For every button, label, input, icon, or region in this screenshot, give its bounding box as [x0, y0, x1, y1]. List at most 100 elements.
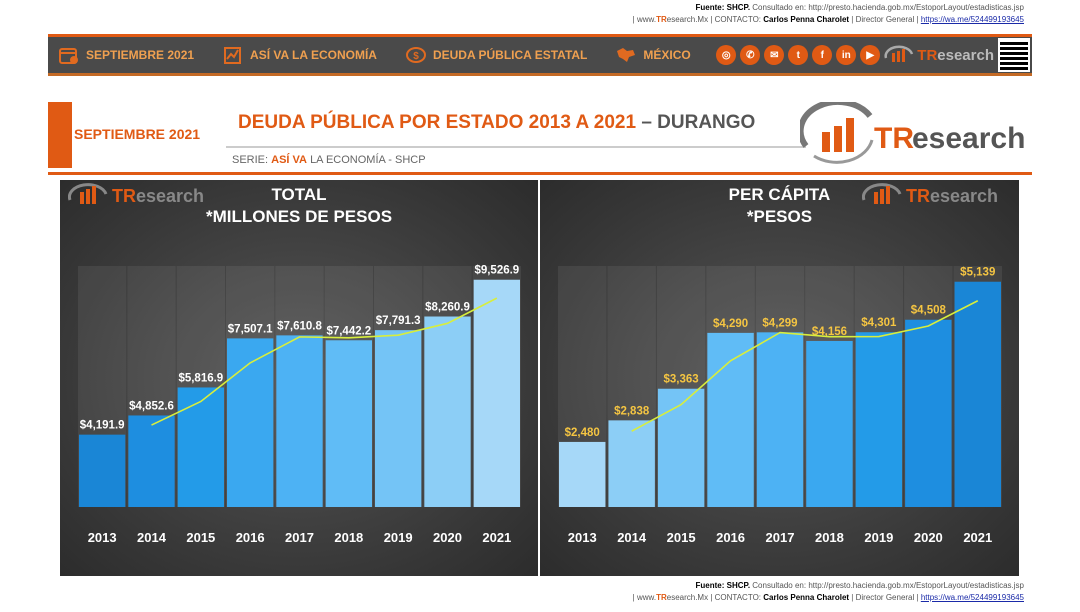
x-tick-label: 2013 [88, 530, 117, 545]
source-note-top: Fuente: SHCP. Consultado en: http://pres… [632, 3, 1024, 24]
bar-2015 [177, 387, 224, 507]
x-tick-label: 2019 [384, 530, 413, 545]
bar-2015 [657, 388, 705, 507]
bar-2014 [128, 415, 175, 507]
data-label: $7,610.8 [277, 320, 322, 332]
youtube-icon[interactable]: ▶ [860, 45, 881, 65]
data-label: $2,480 [565, 427, 600, 439]
data-label: $4,301 [861, 317, 897, 329]
x-tick-label: 2015 [667, 530, 696, 545]
bar-2020 [905, 319, 952, 507]
calendar-icon [59, 48, 78, 64]
x-tick-label: 2014 [137, 530, 167, 545]
x-tick-label: 2018 [334, 530, 363, 545]
nav-item-economia[interactable]: ASÍ VA LA ECONOMÍA [222, 45, 377, 65]
data-label: $4,191.9 [80, 420, 125, 432]
brand-logo-small: TR esearch [884, 44, 994, 66]
data-label: $8,260.9 [425, 301, 470, 313]
data-label: $5,816.9 [178, 372, 223, 384]
bar-2021 [473, 279, 520, 507]
svg-text:$: $ [413, 51, 419, 62]
brand-logo-large: TR esearch [800, 102, 1025, 164]
x-tick-label: 2017 [285, 530, 314, 545]
chart-title-per-capita: PER CÁPITA *PESOS [728, 185, 831, 226]
twitter-icon[interactable]: t [788, 45, 809, 65]
logo-mark-icon [68, 183, 108, 204]
debt-icon: $ [405, 47, 426, 63]
header-month: SEPTIEMBRE 2021 [74, 126, 201, 142]
data-label: $4,156 [812, 326, 847, 338]
bar-2014 [608, 420, 655, 507]
x-tick-label: 2016 [236, 530, 265, 545]
bar-2017 [756, 332, 804, 507]
report-header: SEPTIEMBRE 2021 DEUDA PÚBLICA POR ESTADO… [48, 100, 1032, 176]
bar-2021 [954, 281, 1001, 507]
bar-2018 [325, 340, 372, 507]
x-tick-label: 2018 [815, 530, 844, 545]
chart-icon [224, 47, 242, 64]
bar-2013 [79, 434, 126, 507]
x-tick-label: 2016 [716, 530, 745, 545]
x-tick-label: 2017 [766, 530, 795, 545]
chart-per-capita: $2,480 2013 $2,838 2014 $3,363 2015 $4,290 2016… [558, 266, 1002, 545]
whatsapp-link-top[interactable]: https://wa.me/524499193645 [920, 15, 1024, 24]
x-tick-label: 2014 [617, 530, 647, 545]
map-icon [617, 48, 636, 62]
x-tick-label: 2020 [914, 530, 943, 545]
chart-title-total: TOTAL *MILLONES DE PESOS [205, 185, 393, 226]
nav-item-deuda[interactable]: $ DEUDA PÚBLICA ESTATAL [405, 45, 587, 65]
trend-line [631, 300, 979, 432]
social-icons: ◎ ✆ ✉ t f in ▶ [716, 45, 881, 65]
bar-2020 [424, 316, 471, 507]
page-title: DEUDA PÚBLICA POR ESTADO 2013 A 2021 – D… [238, 112, 756, 133]
whatsapp-icon[interactable]: ✆ [740, 45, 761, 65]
nav-item-septiembre[interactable]: SEPTIEMBRE 2021 [58, 45, 194, 65]
logo-mark-icon [862, 183, 902, 204]
header-bottom-line [48, 172, 1032, 175]
bar-2019 [375, 330, 422, 507]
panel-logo-per-capita: TR esearch [862, 182, 998, 210]
whatsapp-link-bottom[interactable]: https://wa.me/524499193645 [920, 593, 1024, 602]
chart-total: $4,191.9 2013 $4,852.6 2014 $5,816.9 2015 $7,5… [78, 265, 521, 545]
nav-item-mexico[interactable]: MÉXICO [615, 45, 691, 65]
data-label: $4,852.6 [129, 400, 174, 412]
data-label: $3,363 [664, 374, 699, 386]
linkedin-icon[interactable]: in [836, 45, 857, 65]
data-label: $7,442.2 [326, 325, 371, 337]
source-note-bottom: Fuente: SHCP. Consultado en: http://pres… [632, 581, 1024, 602]
logo-mark-icon [884, 45, 914, 62]
bar-2019 [855, 332, 903, 507]
svg-text:TR: TR [874, 122, 914, 155]
bar-2018 [806, 340, 853, 507]
data-label: $4,299 [762, 317, 797, 329]
x-tick-label: 2013 [568, 530, 597, 545]
top-nav-bar: SEPTIEMBRE 2021 ASÍ VA LA ECONOMÍA $ DEU… [48, 34, 1032, 76]
globe-icon[interactable]: ◎ [716, 45, 737, 65]
x-tick-label: 2021 [963, 530, 992, 545]
facebook-icon[interactable]: f [812, 45, 833, 65]
qr-code[interactable] [998, 38, 1030, 72]
x-tick-label: 2020 [433, 530, 462, 545]
data-label: $4,290 [713, 318, 748, 330]
chart-panel-per-capita: TR esearch PER CÁPITA *PESOS $2,480 2013 $2,… [540, 180, 1019, 576]
bar-2016 [707, 332, 754, 507]
x-tick-label: 2015 [186, 530, 215, 545]
x-tick-label: 2019 [864, 530, 893, 545]
data-label: $2,838 [614, 405, 650, 417]
panel-logo-total: TR esearch [68, 182, 204, 210]
bar-2017 [276, 335, 323, 507]
header-divider [226, 146, 806, 148]
data-label: $5,139 [960, 267, 995, 279]
data-label: $7,507.1 [228, 323, 273, 335]
header-serie: SERIE: ASÍ VA LA ECONOMÍA - SHCP [232, 154, 426, 166]
header-accent-bar [48, 102, 72, 168]
data-label: $4,508 [911, 305, 947, 317]
x-tick-label: 2021 [482, 530, 511, 545]
svg-text:esearch: esearch [912, 122, 1025, 155]
email-icon[interactable]: ✉ [764, 45, 785, 65]
trend-line [151, 297, 498, 426]
bar-2016 [227, 338, 274, 507]
data-label: $7,791.3 [376, 315, 421, 327]
bar-2013 [559, 441, 606, 507]
chart-panel-total: TR esearch TOTAL *MILLONES DE PESOS $4,191… [60, 180, 538, 576]
